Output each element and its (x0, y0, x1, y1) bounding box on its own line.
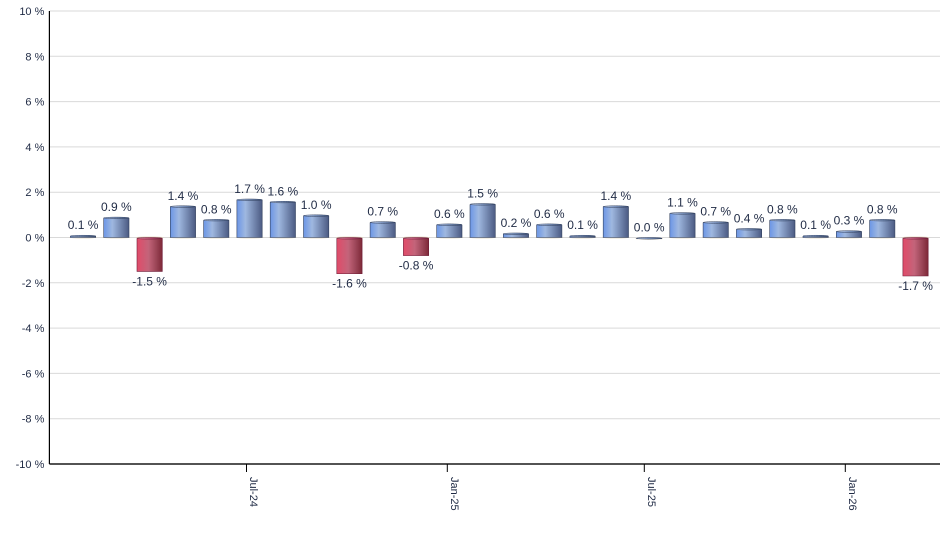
svg-text:-10 %: -10 % (16, 459, 45, 471)
svg-text:1.6 %: 1.6 % (268, 184, 299, 198)
svg-text:0.1 %: 0.1 % (567, 218, 598, 232)
svg-text:0.3 %: 0.3 % (834, 214, 865, 228)
svg-text:0.7 %: 0.7 % (367, 205, 398, 219)
svg-text:1.0 %: 1.0 % (301, 198, 332, 212)
svg-text:2 %: 2 % (25, 187, 44, 199)
svg-text:0 %: 0 % (25, 233, 44, 245)
svg-text:0.8 %: 0.8 % (867, 202, 898, 216)
svg-text:-0.8 %: -0.8 % (399, 259, 434, 273)
svg-text:-1.6 %: -1.6 % (332, 277, 367, 291)
svg-text:10 %: 10 % (19, 6, 44, 18)
svg-text:Jan-26: Jan-26 (846, 477, 858, 511)
svg-text:0.6 %: 0.6 % (534, 207, 565, 221)
svg-text:1.1 %: 1.1 % (667, 196, 698, 210)
svg-text:-6 %: -6 % (22, 368, 45, 380)
svg-text:8 %: 8 % (25, 51, 44, 63)
svg-text:0.1 %: 0.1 % (68, 218, 99, 232)
svg-text:0.6 %: 0.6 % (434, 207, 465, 221)
svg-text:-1.5 %: -1.5 % (132, 274, 167, 288)
svg-text:0.4 %: 0.4 % (734, 211, 765, 225)
svg-text:-4 %: -4 % (22, 323, 45, 335)
svg-text:Jul-25: Jul-25 (645, 477, 657, 507)
svg-text:-2 %: -2 % (22, 278, 45, 290)
svg-text:-8 %: -8 % (22, 414, 45, 426)
svg-text:1.5 %: 1.5 % (467, 187, 498, 201)
svg-text:1.7 %: 1.7 % (234, 182, 265, 196)
svg-text:-1.7 %: -1.7 % (898, 279, 933, 293)
svg-text:0.8 %: 0.8 % (767, 202, 798, 216)
svg-text:Jul-24: Jul-24 (247, 477, 259, 507)
svg-text:0.0 %: 0.0 % (634, 221, 665, 235)
svg-text:0.2 %: 0.2 % (501, 216, 532, 230)
svg-text:0.1 %: 0.1 % (800, 218, 831, 232)
svg-text:6 %: 6 % (25, 97, 44, 109)
svg-text:Jan-25: Jan-25 (448, 477, 460, 511)
svg-text:1.4 %: 1.4 % (168, 189, 199, 203)
svg-text:0.7 %: 0.7 % (700, 205, 731, 219)
svg-text:0.8 %: 0.8 % (201, 202, 232, 216)
svg-text:1.4 %: 1.4 % (601, 189, 632, 203)
svg-text:0.9 %: 0.9 % (101, 200, 132, 214)
svg-text:4 %: 4 % (25, 142, 44, 154)
